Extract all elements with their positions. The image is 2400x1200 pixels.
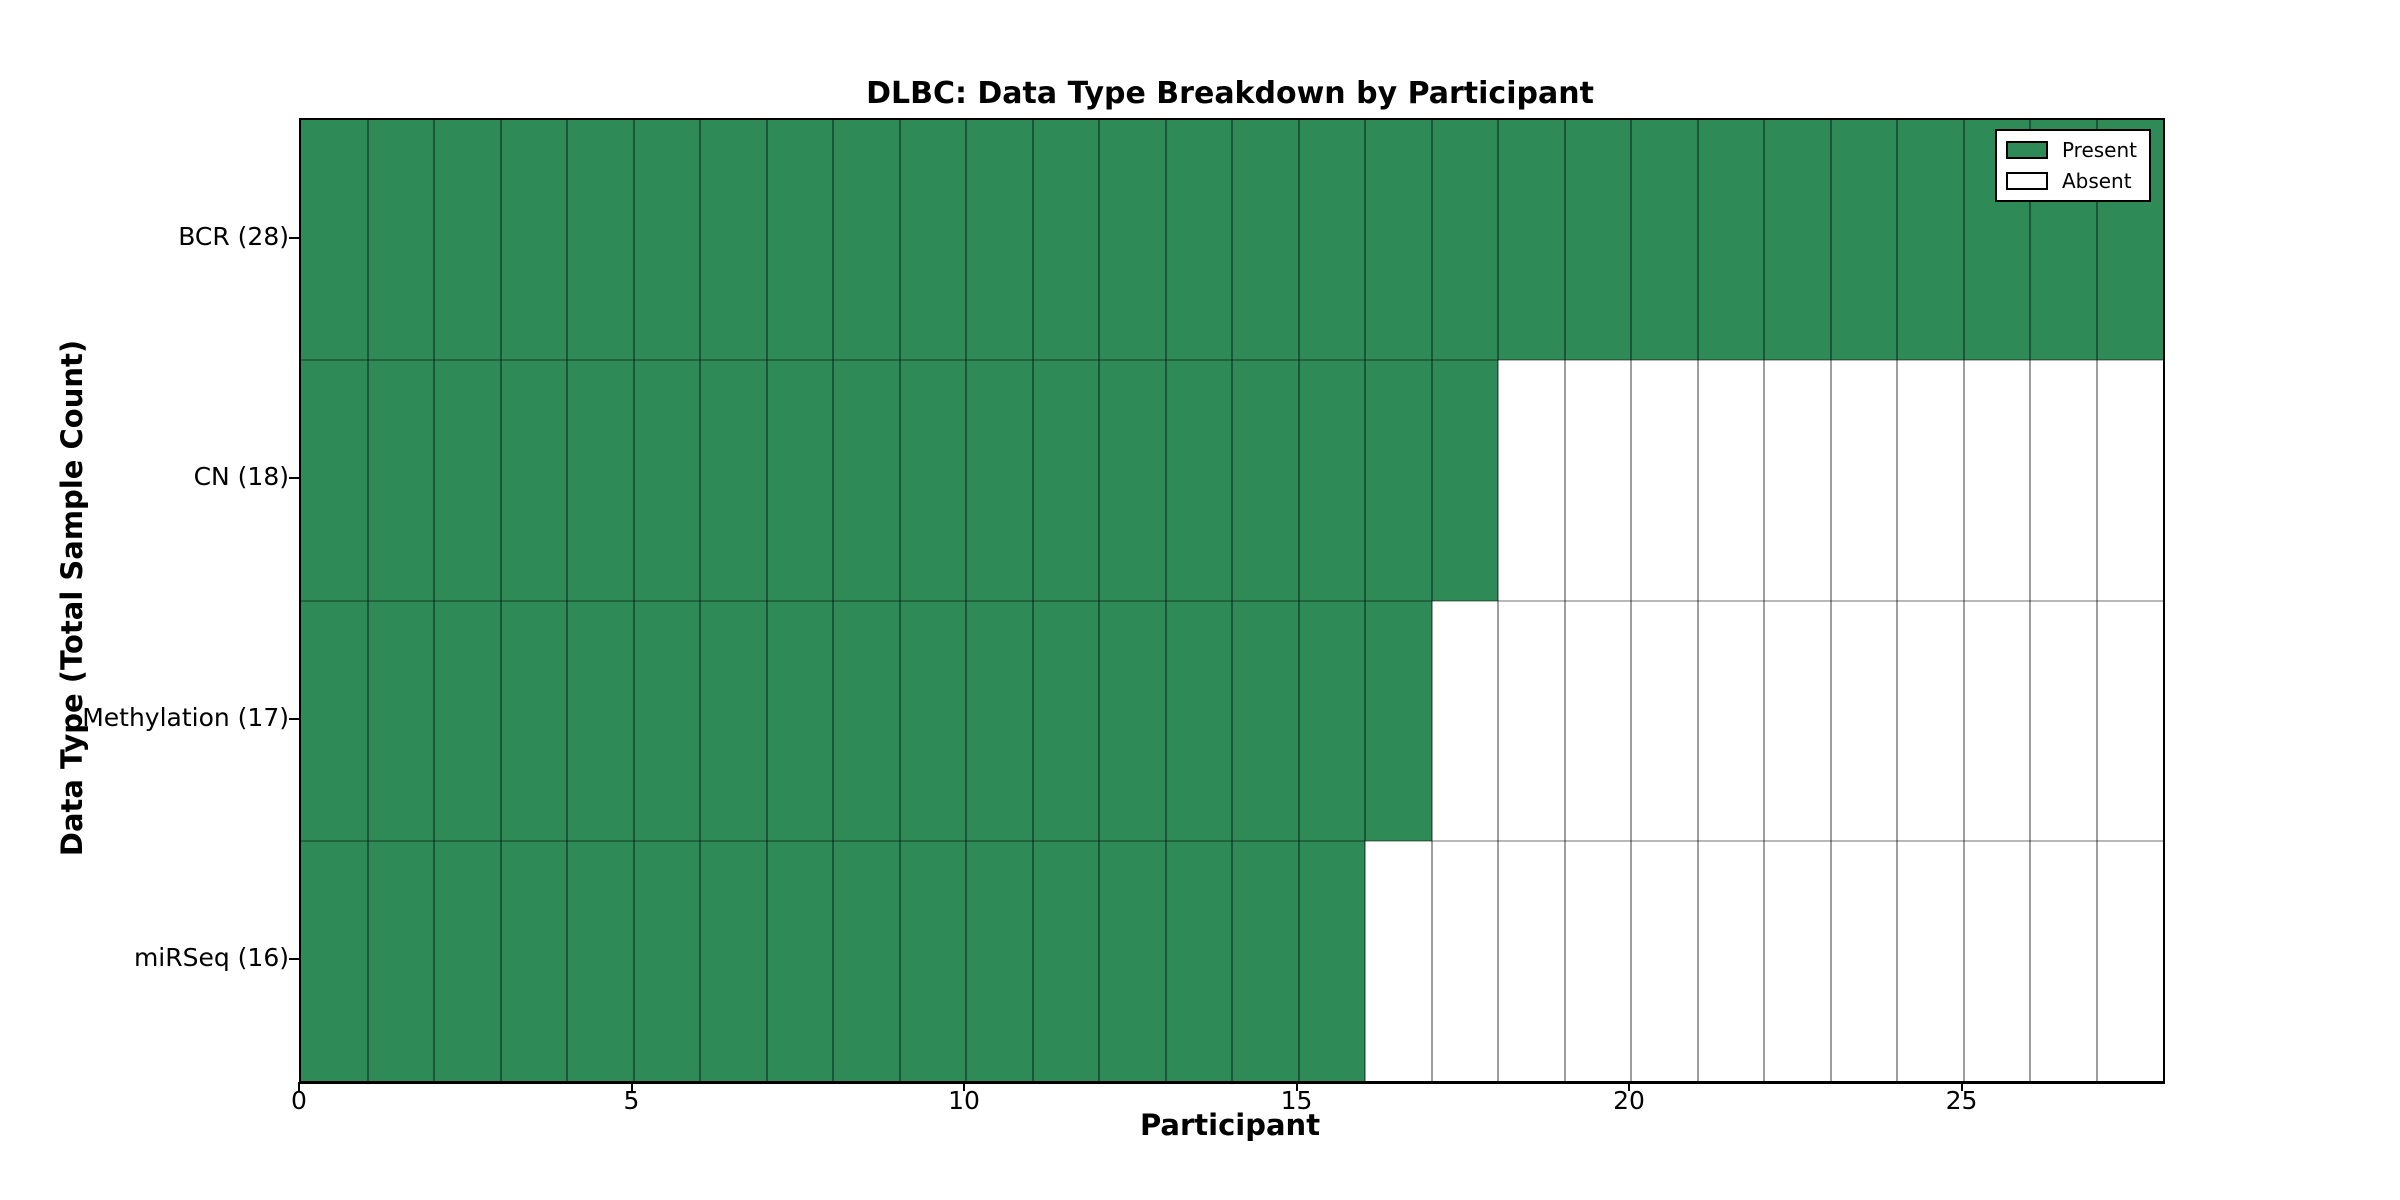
grid-vline [832, 120, 834, 1081]
grid-vline [566, 120, 568, 1081]
grid-vline [2095, 120, 2098, 1081]
legend-swatch-absent [2005, 172, 2048, 190]
present-fill-cn [301, 360, 1498, 601]
grid-hline [301, 359, 2163, 362]
x-tick-label: 25 [1945, 1086, 1978, 1115]
grid-vline [1164, 120, 1167, 1081]
y-tick-mark [289, 957, 299, 960]
grid-vline [1896, 120, 1898, 1081]
x-tick-label: 15 [1280, 1086, 1313, 1115]
x-tick-mark [1628, 1082, 1630, 1091]
chart-title: DLBC: Data Type Breakdown by Participant [866, 76, 1594, 111]
x-tick-mark [298, 1082, 300, 1091]
grid-vline [1563, 120, 1566, 1081]
grid-vline [2029, 120, 2031, 1081]
grid-vline [632, 120, 635, 1081]
grid-vline [898, 120, 901, 1081]
grid-vline [366, 120, 369, 1081]
y-tick-label-mirseq: miRSeq (16) [133, 942, 289, 972]
y-tick-mark [289, 477, 299, 480]
grid-vline [1497, 120, 1499, 1081]
row-cn [301, 360, 2163, 601]
grid-vline [699, 120, 701, 1081]
legend: Present Absent [1994, 129, 2151, 202]
grid-vline [1364, 120, 1366, 1081]
x-tick-label: 10 [948, 1086, 980, 1115]
y-tick-mark [289, 717, 299, 720]
x-tick-mark [1295, 1082, 1298, 1091]
y-tick-label-methylation: Methylation (17) [82, 702, 289, 732]
y-axis-label: Data Type (Total Sample Count) [55, 339, 89, 857]
x-tick-label: 5 [623, 1086, 640, 1115]
grid-hline [301, 839, 2163, 842]
legend-entry-absent: Absent [2005, 169, 2137, 193]
plot-area: Present Absent [299, 118, 2165, 1084]
present-fill-bcr [301, 120, 2163, 361]
y-tick-label-bcr: BCR (28) [178, 222, 289, 252]
grid-vline [1297, 120, 1300, 1081]
grid-vline [1696, 120, 1699, 1081]
grid-vline [1763, 120, 1765, 1081]
x-tick-mark [1960, 1082, 1963, 1091]
grid-vline [499, 120, 502, 1081]
grid-vline [1430, 120, 1433, 1081]
legend-label: Absent [2061, 169, 2132, 193]
legend-entry-present: Present [2005, 138, 2137, 162]
y-tick-mark [289, 237, 299, 240]
grid-vline [1231, 120, 1233, 1081]
grid-vline [433, 120, 435, 1081]
grid-vline [1829, 120, 1832, 1081]
legend-swatch-present [2005, 141, 2048, 159]
present-fill-methylation [301, 600, 1432, 841]
present-fill-mirseq [301, 840, 1365, 1081]
x-tick-label: 0 [291, 1086, 307, 1115]
legend-label: Present [2061, 138, 2137, 162]
grid-vline [1098, 120, 1100, 1081]
x-tick-label: 20 [1613, 1086, 1645, 1115]
grid-vline [1630, 120, 1632, 1081]
grid-vline [765, 120, 768, 1081]
row-mirseq [301, 840, 2163, 1081]
grid-vline [1031, 120, 1034, 1081]
x-axis-label: Participant [1139, 1108, 1321, 1142]
x-tick-mark [963, 1082, 965, 1091]
grid-hline [301, 599, 2163, 602]
row-methylation [301, 600, 2163, 841]
x-tick-mark [630, 1082, 633, 1091]
grid-vline [1962, 120, 1965, 1081]
grid-vline [965, 120, 967, 1081]
row-bcr [301, 120, 2163, 361]
y-tick-label-cn: CN (18) [193, 462, 289, 492]
